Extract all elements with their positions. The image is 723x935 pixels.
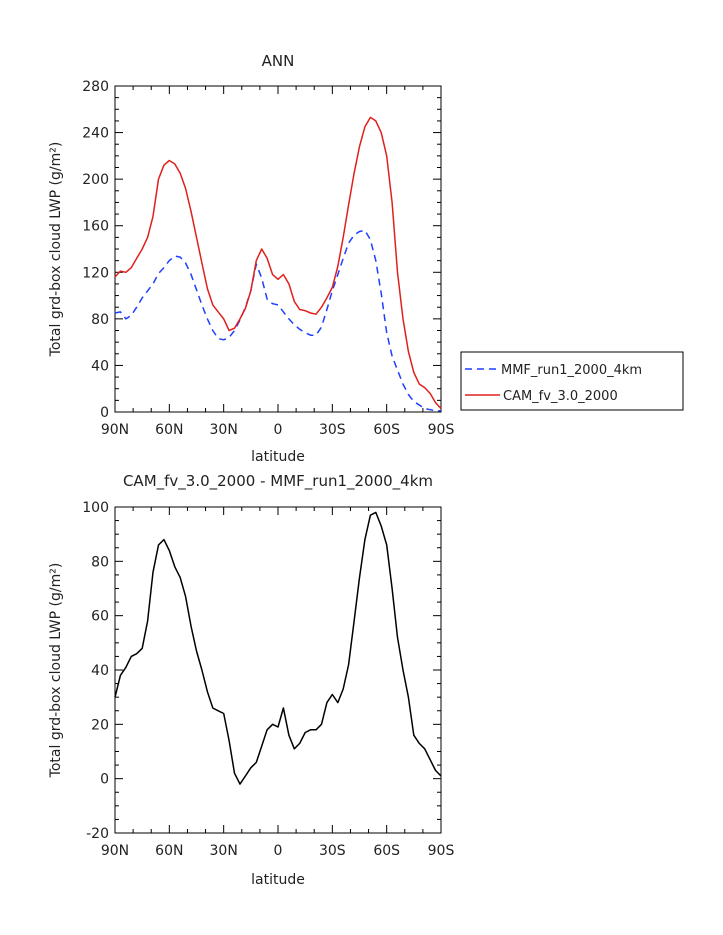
bottom-y-tick-label: 60 bbox=[91, 609, 109, 625]
top-x-tick-label: 90N bbox=[101, 422, 129, 438]
bottom-x-tick-label: 90S bbox=[428, 843, 455, 859]
top-y-axis-label: Total grd-box cloud LWP (g/m²) bbox=[48, 142, 64, 358]
bottom-x-tick-label: 30S bbox=[319, 843, 346, 859]
bottom-plot-frame bbox=[114, 506, 442, 834]
bottom-y-tick-label: 100 bbox=[82, 500, 109, 516]
top-y-tick-label: 40 bbox=[91, 358, 109, 374]
top-chart-title: ANN bbox=[262, 52, 295, 70]
top-plot-frame bbox=[114, 85, 442, 413]
legend-box bbox=[460, 351, 684, 411]
top-x-tick-label: 60N bbox=[155, 422, 183, 438]
top-y-tick-label: 200 bbox=[82, 172, 109, 188]
top-y-tick-label: 0 bbox=[100, 405, 109, 421]
bottom-y-tick-label: 0 bbox=[100, 772, 109, 788]
bottom-x-tick-label: 60S bbox=[373, 843, 400, 859]
bottom-y-tick-label: -20 bbox=[86, 826, 109, 842]
top-x-tick-label: 90S bbox=[428, 422, 455, 438]
bottom-x-ticks: 90N 60N 30N 0 30S 60S 90S bbox=[101, 507, 455, 859]
top-x-tick-label: 30S bbox=[319, 422, 346, 438]
top-x-axis-label: latitude bbox=[251, 449, 305, 465]
top-x-tick-label: 30N bbox=[210, 422, 238, 438]
bottom-y-tick-label: 80 bbox=[91, 554, 109, 570]
top-y-tick-label: 120 bbox=[82, 265, 109, 281]
top-series-group bbox=[114, 116, 442, 412]
top-y-ticks: 0 40 80 120 160 200 240 280 bbox=[82, 79, 441, 421]
top-y-tick-label: 80 bbox=[91, 312, 109, 328]
bottom-x-tick-label: 0 bbox=[274, 843, 283, 859]
legend-label-cam: CAM_fv_3.0_2000 bbox=[503, 389, 618, 404]
bottom-y-tick-label: 20 bbox=[91, 717, 109, 733]
top-x-tick-label: 60S bbox=[373, 422, 400, 438]
top-panel: ANN 0 40 80 120 160 200 240 280 90N 60N 30N 0 30S 60… bbox=[48, 52, 684, 465]
top-y-tick-label: 160 bbox=[82, 219, 109, 235]
bottom-x-axis-label: latitude bbox=[251, 872, 305, 888]
bottom-y-tick-label: 40 bbox=[91, 663, 109, 679]
bottom-series-line-0 bbox=[114, 511, 442, 785]
bottom-y-axis-label: Total grd-box cloud LWP (g/m²) bbox=[48, 563, 64, 779]
bottom-series-group bbox=[114, 511, 442, 785]
top-x-tick-label: 0 bbox=[274, 422, 283, 438]
legend-label-mmf: MMF_run1_2000_4km bbox=[501, 363, 642, 378]
legend: MMF_run1_2000_4km CAM_fv_3.0_2000 bbox=[460, 351, 684, 411]
bottom-x-tick-label: 90N bbox=[101, 843, 129, 859]
bottom-x-tick-label: 30N bbox=[210, 843, 238, 859]
top-x-ticks: 90N 60N 30N 0 30S 60S 90S bbox=[101, 86, 455, 438]
top-series-line-0 bbox=[114, 229, 441, 412]
bottom-y-ticks: -20 0 20 40 60 80 100 bbox=[82, 500, 441, 842]
bottom-chart-title: CAM_fv_3.0_2000 - MMF_run1_2000_4km bbox=[123, 472, 433, 491]
bottom-panel: CAM_fv_3.0_2000 - MMF_run1_2000_4km -20 0… bbox=[48, 472, 454, 888]
top-series-line-1 bbox=[114, 116, 442, 410]
top-y-tick-label: 240 bbox=[82, 126, 109, 142]
bottom-x-tick-label: 60N bbox=[155, 843, 183, 859]
top-y-tick-label: 280 bbox=[82, 79, 109, 95]
